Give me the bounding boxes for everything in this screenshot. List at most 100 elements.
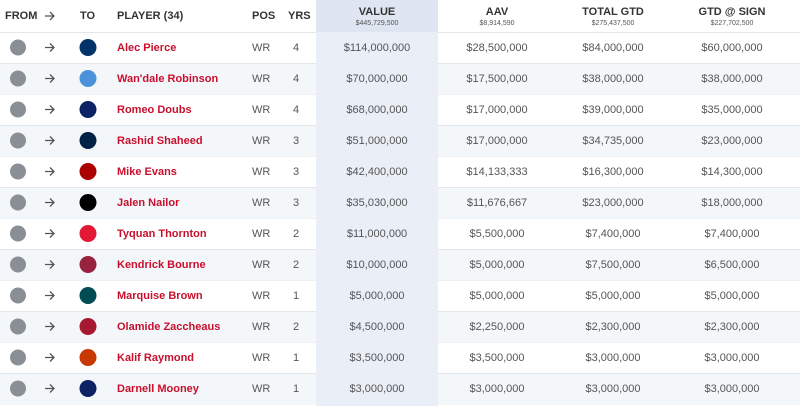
years: 1 <box>292 352 300 364</box>
from-logo <box>10 39 26 56</box>
team-logos <box>10 225 97 242</box>
team-logos <box>10 256 97 273</box>
years: 4 <box>292 73 300 85</box>
arrow-icon <box>45 167 55 176</box>
value: $68,000,000 <box>346 104 408 116</box>
value: $35,030,000 <box>346 197 408 209</box>
value: $4,500,000 <box>349 321 405 333</box>
gtd-sign-total: $227,702,500 <box>710 20 754 27</box>
total-gtd-total: $275,437,500 <box>591 20 635 27</box>
position: WR <box>252 135 271 147</box>
total-gtd: $5,000,000 <box>585 290 641 302</box>
gtd-sign: $23,000,000 <box>701 135 763 147</box>
yrs-header: YRS <box>288 10 311 22</box>
position: WR <box>252 42 271 54</box>
position: WR <box>252 259 271 271</box>
aav: $28,500,000 <box>466 42 528 54</box>
to-logo <box>79 70 97 87</box>
aav: $17,000,000 <box>466 104 528 116</box>
position: WR <box>252 290 271 302</box>
from-logo <box>10 380 26 397</box>
arrow-icon <box>45 11 55 21</box>
arrow-icon <box>45 353 55 362</box>
value: $3,500,000 <box>349 352 405 364</box>
from-logo <box>10 256 26 273</box>
value: $114,000,000 <box>343 42 411 54</box>
gtd-sign: $6,500,000 <box>704 259 760 271</box>
years: 3 <box>292 166 300 178</box>
team-logos <box>10 318 97 335</box>
to-logo <box>79 318 97 335</box>
player-name: Mike Evans <box>117 166 177 178</box>
position: WR <box>252 166 271 178</box>
years: 3 <box>292 135 300 147</box>
to-logo <box>79 287 97 304</box>
from-logo <box>10 101 26 118</box>
arrow-icon <box>45 229 55 238</box>
aav-header: AAV <box>485 6 509 18</box>
player-name: Kalif Raymond <box>117 352 195 364</box>
arrow-icon <box>45 43 55 52</box>
aav: $5,500,000 <box>469 228 525 240</box>
arrow-icon <box>45 384 55 393</box>
gtd-sign: $14,300,000 <box>701 166 763 178</box>
team-logos <box>10 380 97 397</box>
years: 4 <box>292 104 300 116</box>
from-logo <box>10 132 26 149</box>
value-header: VALUE <box>358 6 396 18</box>
total-gtd: $2,300,000 <box>585 321 641 333</box>
value: $51,000,000 <box>346 135 408 147</box>
total-gtd: $23,000,000 <box>582 197 644 209</box>
to-logo <box>79 380 97 397</box>
gtd-sign: $3,000,000 <box>704 383 760 395</box>
from-logo <box>10 163 26 180</box>
years: 2 <box>292 259 300 271</box>
years: 1 <box>292 290 300 302</box>
gtd-sign-header: GTD @ SIGN <box>698 6 766 18</box>
total-gtd-header: TOTAL GTD <box>582 6 644 18</box>
aav: $11,676,667 <box>466 197 528 209</box>
from-logo <box>10 318 26 335</box>
total-gtd: $3,000,000 <box>585 352 641 364</box>
years: 3 <box>292 197 300 209</box>
arrow-icon <box>45 198 55 207</box>
player-header: PLAYER (34) <box>117 10 184 22</box>
from-logo <box>10 70 26 87</box>
gtd-sign: $5,000,000 <box>704 290 760 302</box>
value-total: $445,729,500 <box>355 20 399 27</box>
team-logos <box>10 349 97 366</box>
position: WR <box>252 383 271 395</box>
to-logo <box>79 256 97 273</box>
aav: $3,000,000 <box>469 383 525 395</box>
aav: $5,000,000 <box>469 290 525 302</box>
player-name: Alec Pierce <box>117 42 177 54</box>
arrow-icon <box>45 74 55 83</box>
arrow-icon <box>45 291 55 300</box>
gtd-sign: $35,000,000 <box>701 104 763 116</box>
team-logos <box>10 132 97 149</box>
gtd-sign: $38,000,000 <box>701 73 763 85</box>
aav: $5,000,000 <box>469 259 525 271</box>
from-logo <box>10 349 26 366</box>
total-gtd: $7,500,000 <box>585 259 641 271</box>
total-gtd: $39,000,000 <box>582 104 644 116</box>
team-logos <box>10 39 97 56</box>
aav: $2,250,000 <box>469 321 525 333</box>
total-gtd: $38,000,000 <box>582 73 644 85</box>
total-gtd: $3,000,000 <box>585 383 641 395</box>
from-logo <box>10 287 26 304</box>
to-logo <box>79 349 97 366</box>
value: $10,000,000 <box>346 259 408 271</box>
value-header-highlight <box>316 0 438 32</box>
player-name: Darnell Mooney <box>117 383 199 395</box>
team-logos <box>10 194 97 211</box>
to-logo <box>79 225 97 242</box>
aav: $17,000,000 <box>466 135 528 147</box>
years: 2 <box>292 321 300 333</box>
position: WR <box>252 73 271 85</box>
team-logos <box>10 70 97 87</box>
to-logo <box>79 163 97 180</box>
player-name: Olamide Zaccheaus <box>117 321 221 333</box>
player-name: Marquise Brown <box>117 290 203 302</box>
aav: $3,500,000 <box>469 352 525 364</box>
